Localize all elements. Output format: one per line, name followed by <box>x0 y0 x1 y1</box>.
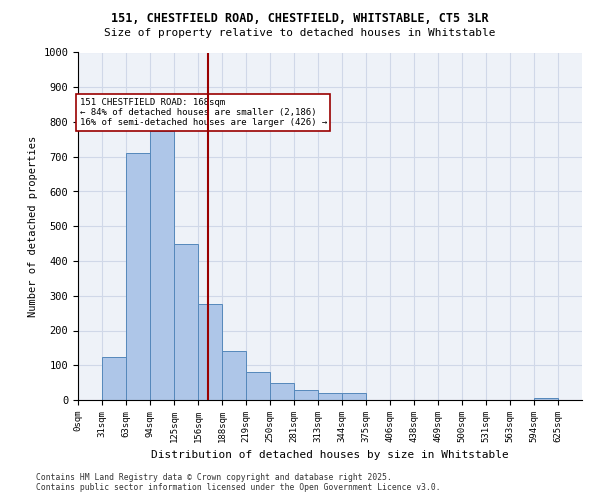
Bar <box>102 356 126 400</box>
Text: 151, CHESTFIELD ROAD, CHESTFIELD, WHITSTABLE, CT5 3LR: 151, CHESTFIELD ROAD, CHESTFIELD, WHITST… <box>111 12 489 26</box>
Bar <box>294 390 318 400</box>
Bar <box>150 130 174 400</box>
Y-axis label: Number of detached properties: Number of detached properties <box>28 136 38 317</box>
Bar <box>270 382 294 400</box>
Bar <box>534 398 558 400</box>
X-axis label: Distribution of detached houses by size in Whitstable: Distribution of detached houses by size … <box>151 450 509 460</box>
Bar <box>222 352 246 400</box>
Bar <box>174 244 198 400</box>
Bar <box>246 372 270 400</box>
Bar <box>198 304 222 400</box>
Bar <box>318 393 342 400</box>
Bar <box>342 393 366 400</box>
Bar <box>126 154 150 400</box>
Text: Contains HM Land Registry data © Crown copyright and database right 2025.
Contai: Contains HM Land Registry data © Crown c… <box>36 473 440 492</box>
Text: 151 CHESTFIELD ROAD: 168sqm
← 84% of detached houses are smaller (2,186)
16% of : 151 CHESTFIELD ROAD: 168sqm ← 84% of det… <box>80 98 327 128</box>
Text: Size of property relative to detached houses in Whitstable: Size of property relative to detached ho… <box>104 28 496 38</box>
